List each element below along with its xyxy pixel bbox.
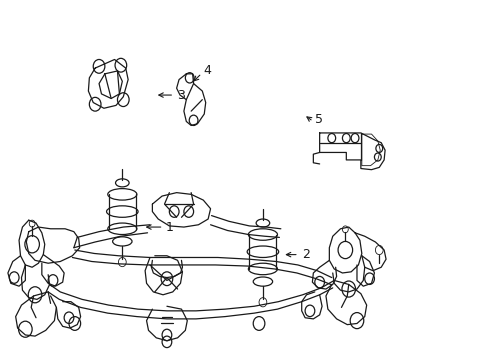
Text: 1: 1: [165, 221, 173, 234]
Text: 2: 2: [301, 248, 309, 261]
Text: 3: 3: [176, 89, 184, 102]
Text: 4: 4: [203, 64, 211, 77]
Text: 5: 5: [314, 113, 322, 126]
